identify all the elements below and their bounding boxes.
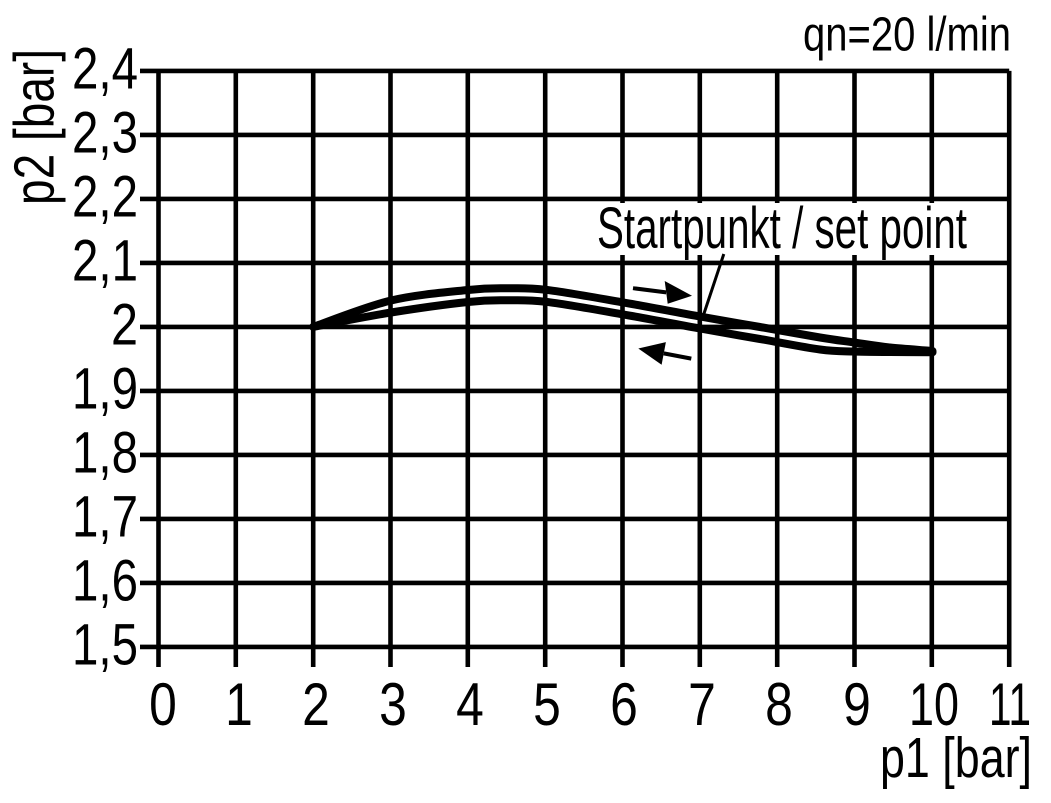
svg-text:11: 11 xyxy=(989,671,1031,738)
svg-text:3: 3 xyxy=(379,671,407,738)
svg-text:1: 1 xyxy=(225,671,253,738)
svg-text:qn=20 l/min: qn=20 l/min xyxy=(803,8,1011,61)
svg-text:7: 7 xyxy=(688,671,716,738)
svg-text:9: 9 xyxy=(843,671,871,738)
svg-text:1,5: 1,5 xyxy=(72,612,138,677)
svg-text:Startpunkt / set point: Startpunkt / set point xyxy=(597,196,967,261)
svg-text:2,2: 2,2 xyxy=(72,164,138,229)
svg-text:2,4: 2,4 xyxy=(72,36,138,101)
svg-text:1,7: 1,7 xyxy=(72,484,138,549)
svg-text:p1 [bar]: p1 [bar] xyxy=(880,726,1032,790)
svg-text:1,9: 1,9 xyxy=(72,356,138,421)
svg-text:5: 5 xyxy=(533,671,561,738)
svg-text:p2 [bar]: p2 [bar] xyxy=(3,49,67,205)
svg-text:0: 0 xyxy=(149,671,177,738)
svg-text:8: 8 xyxy=(765,671,793,738)
svg-text:2: 2 xyxy=(302,671,330,738)
svg-text:2,1: 2,1 xyxy=(72,228,138,293)
svg-text:1,6: 1,6 xyxy=(72,548,138,613)
svg-text:4: 4 xyxy=(456,671,484,738)
svg-text:10: 10 xyxy=(909,671,959,738)
svg-text:2: 2 xyxy=(111,292,138,357)
svg-text:1,8: 1,8 xyxy=(72,420,138,485)
svg-text:2,3: 2,3 xyxy=(72,100,138,165)
svg-text:6: 6 xyxy=(610,671,638,738)
